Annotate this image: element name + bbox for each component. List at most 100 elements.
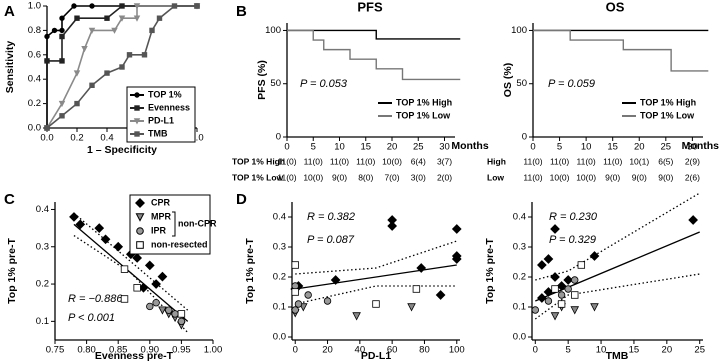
- marker: [412, 285, 421, 293]
- risk-cell: 9(0): [658, 172, 673, 182]
- x-tick-label: 0.4: [100, 133, 113, 144]
- marker: [119, 64, 125, 70]
- legend-group-label: non-CPR: [178, 218, 217, 228]
- y-axis-label: Top 1% pre-T: [6, 238, 18, 304]
- x-tick-label: 60: [387, 345, 398, 356]
- risk-row-label: Low: [487, 172, 504, 182]
- marker: [157, 271, 168, 282]
- y-tick-label: 1.0: [28, 1, 41, 12]
- marker: [59, 33, 65, 40]
- risk-cell: 10(1): [629, 156, 649, 166]
- annotation: P = 0.053: [300, 78, 348, 90]
- confidence-band: [295, 240, 457, 275]
- marker: [71, 3, 77, 9]
- risk-cell: 11(0): [523, 156, 542, 166]
- x-tick-label: 40: [355, 345, 366, 356]
- marker: [165, 306, 173, 314]
- marker: [94, 223, 105, 233]
- risk-cell: 10(0): [576, 172, 596, 182]
- x-tick-label: 10: [581, 142, 592, 153]
- marker: [544, 297, 553, 305]
- y-axis-label: Sensitivity: [4, 41, 16, 94]
- y-tick-label: 0.4: [273, 212, 286, 223]
- x-tick-label: 0.90: [141, 345, 160, 356]
- x-tick-label: 20: [634, 142, 645, 153]
- survival-curve: [287, 29, 461, 81]
- marker: [120, 295, 129, 303]
- marker: [543, 254, 554, 264]
- marker: [58, 100, 66, 108]
- marker: [556, 281, 567, 291]
- marker: [407, 303, 416, 312]
- x-tick-label: 0: [293, 345, 298, 356]
- y-axis-label: OS (%): [502, 63, 514, 97]
- marker: [563, 275, 574, 285]
- risk-cell: 11(0): [523, 172, 542, 182]
- x-tick-label: 100: [449, 345, 465, 356]
- y-tick-label: 0.4: [36, 204, 49, 215]
- y-tick-label: 0.3: [36, 241, 49, 252]
- marker: [304, 291, 312, 299]
- marker: [44, 125, 50, 131]
- marker: [141, 52, 148, 58]
- x-tick-label: 0.2: [70, 133, 83, 144]
- marker: [543, 287, 554, 297]
- panel-label: A: [4, 3, 15, 20]
- risk-cell: 11(0): [356, 156, 375, 166]
- risk-cell: 11(0): [330, 156, 349, 166]
- marker: [352, 312, 361, 321]
- marker: [557, 291, 566, 299]
- survival-curve: [287, 29, 461, 40]
- legend-label: TOP 1% Low: [396, 110, 451, 120]
- marker: [89, 82, 95, 88]
- marker: [120, 265, 129, 273]
- x-tick-label: 15: [607, 142, 618, 153]
- marker: [133, 15, 141, 22]
- marker: [177, 310, 186, 318]
- panel-label: B: [236, 3, 247, 20]
- x-tick-label: 0.0: [40, 133, 53, 144]
- marker: [133, 284, 141, 292]
- marker: [323, 297, 332, 305]
- marker: [291, 261, 299, 269]
- panel-label: D: [236, 191, 247, 208]
- marker: [171, 3, 178, 9]
- legend-label: PD-L1: [148, 115, 174, 125]
- risk-cell: 9(0): [632, 172, 647, 182]
- marker: [111, 27, 118, 34]
- marker: [146, 302, 154, 311]
- marker: [571, 276, 579, 284]
- risk-cell: 3(0): [411, 172, 426, 182]
- marker: [81, 46, 88, 53]
- marker: [135, 198, 145, 208]
- y-axis-label: PFS (%): [256, 60, 268, 100]
- marker: [119, 3, 125, 9]
- confidence-band: [295, 285, 457, 305]
- marker: [387, 221, 398, 231]
- marker: [144, 260, 155, 271]
- risk-cell: 9(0): [605, 172, 620, 182]
- chart-title: OS: [606, 0, 625, 14]
- risk-cell: 2(6): [685, 172, 700, 182]
- marker: [132, 253, 143, 263]
- y-tick-label: 0.4: [513, 212, 526, 223]
- marker: [44, 58, 50, 64]
- marker: [158, 306, 167, 315]
- marker: [118, 15, 126, 22]
- y-tick-label: 0.0: [28, 123, 41, 134]
- marker: [688, 215, 698, 225]
- legend-label: CPR: [151, 197, 171, 207]
- marker: [104, 70, 110, 76]
- legend-bracket: [172, 211, 176, 237]
- legend-label: TOP 1% Low: [640, 110, 695, 120]
- marker: [550, 224, 560, 234]
- risk-cell: 11(0): [277, 172, 296, 182]
- legend-label: TOP 1% High: [640, 97, 696, 107]
- risk-cell: 6(4): [411, 156, 426, 166]
- legend-label: TOP 1% High: [396, 97, 452, 107]
- roc-line: [46, 5, 197, 129]
- legend-label: TOP 1%: [148, 89, 182, 99]
- y-tick-label: 0.6: [28, 49, 41, 60]
- annotation: P = 0.059: [548, 78, 595, 90]
- marker: [44, 33, 50, 40]
